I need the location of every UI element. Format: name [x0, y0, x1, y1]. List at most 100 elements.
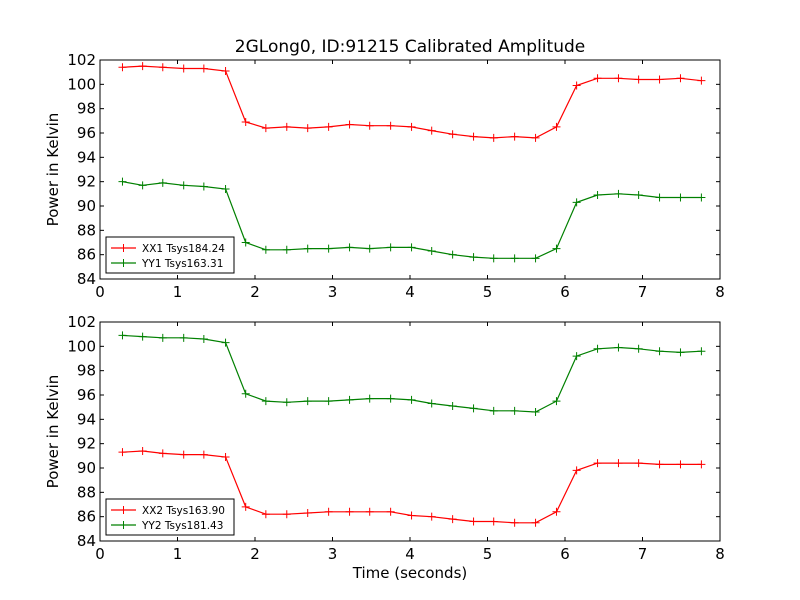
top-series-1-point: [634, 75, 643, 84]
top-series-1-point: [282, 122, 291, 131]
bottom-series-1-point: [138, 446, 147, 455]
top-series-2-point: [158, 178, 167, 187]
top-legend-marker-2: [119, 259, 128, 267]
bottom-series-2-point: [261, 397, 270, 406]
top-series-2-point: [697, 193, 706, 202]
top-x-tick-label: 2: [250, 283, 260, 301]
top-series-1-point: [531, 133, 540, 142]
bottom-series-2-point: [303, 397, 312, 406]
bottom-series-1-point: [614, 459, 623, 468]
top-series-1-point: [179, 64, 188, 73]
top-y-tick-label: 84: [77, 270, 96, 288]
top-series-1-point: [199, 64, 208, 73]
top-y-tick-label: 100: [67, 75, 96, 93]
bottom-series-1-point: [345, 507, 354, 516]
bottom-series-2-point: [221, 338, 230, 347]
bottom-x-tick-label: 5: [483, 545, 493, 563]
bottom-x-tick-label: 3: [328, 545, 338, 563]
top-series-2-point: [282, 245, 291, 254]
bottom-series-1-point: [199, 450, 208, 459]
bottom-series-1-point: [407, 511, 416, 520]
bottom-legend-marker-2: [119, 521, 128, 529]
bottom-series-2-point: [118, 331, 127, 340]
bottom-legend-marker-1: [119, 506, 128, 514]
top-series-2-point: [386, 243, 395, 252]
bottom-series-1-point: [158, 449, 167, 458]
bottom-y-tick-label: 98: [77, 362, 96, 380]
top-series-2-point: [118, 177, 127, 186]
top-series-2-point: [676, 193, 685, 202]
top-series-1-point: [676, 74, 685, 83]
top-series-1-point: [572, 81, 581, 90]
bottom-y-tick-label: 88: [77, 483, 96, 501]
top-series-2-point: [634, 191, 643, 200]
top-x-tick-label: 0: [95, 283, 105, 301]
top-series-2-point: [469, 253, 478, 262]
bottom-series-2-point: [345, 395, 354, 404]
bottom-series-1-point: [221, 453, 230, 462]
top-legend-label-2: YY1 Tsys163.31: [141, 258, 223, 270]
bottom-legend-label-1: XX2 Tsys163.90: [142, 505, 225, 517]
top-series-2-point: [261, 245, 270, 254]
top-series-1-point: [469, 132, 478, 141]
bottom-series-1-point: [282, 510, 291, 519]
bottom-series-2-point: [448, 401, 457, 410]
top-series-2-point: [531, 254, 540, 263]
top-series-2-point: [614, 189, 623, 198]
top-x-tick-label: 1: [173, 283, 183, 301]
top-legend-label-1: XX1 Tsys184.24: [142, 243, 225, 255]
bottom-series-2-point: [634, 344, 643, 353]
bottom-y-tick-label: 90: [77, 459, 96, 477]
bottom-series-1-point: [179, 450, 188, 459]
bottom-series-1-point: [552, 507, 561, 516]
top-series-1-point: [365, 121, 374, 130]
top-series-2-point: [199, 182, 208, 191]
top-x-tick-label: 4: [405, 283, 415, 301]
top-y-tick-label: 98: [77, 100, 96, 118]
top-series-2-point: [572, 198, 581, 207]
bottom-y-tick-label: 100: [67, 337, 96, 355]
bottom-series-1-point: [448, 515, 457, 524]
bottom-series-2-point: [531, 408, 540, 417]
bottom-series-2-point: [158, 333, 167, 342]
bottom-series-2-point: [552, 397, 561, 406]
bottom-series-1-point: [469, 517, 478, 526]
top-series-1-point: [489, 133, 498, 142]
bottom-series-2-point: [241, 389, 250, 398]
top-series-2-point: [221, 184, 230, 193]
bottom-x-tick-label: 8: [715, 545, 725, 563]
bottom-series-2-point: [489, 406, 498, 415]
bottom-series-1-point: [655, 460, 664, 469]
bottom-series-2-point: [614, 343, 623, 352]
bottom-series-1-point: [531, 518, 540, 527]
top-series-1-point: [158, 63, 167, 72]
bottom-series-2-point: [179, 333, 188, 342]
top-series-1-point: [697, 76, 706, 85]
top-series-1-point: [261, 124, 270, 133]
bottom-series-2-point: [572, 352, 581, 361]
top-series-2-point: [427, 247, 436, 256]
top-series-2-point: [179, 181, 188, 190]
bottom-x-tick-label: 6: [560, 545, 570, 563]
top-series-2-point: [365, 244, 374, 253]
top-plot-frame: [99, 59, 721, 280]
bottom-series-1-point: [593, 459, 602, 468]
top-y-axis-label: Power in Kelvin: [44, 113, 62, 227]
bottom-plot-frame: [99, 321, 721, 542]
bottom-series-2-point: [469, 404, 478, 413]
top-series-1-point: [241, 118, 250, 127]
bottom-x-tick-label: 4: [405, 545, 415, 563]
bottom-series-2-point: [593, 344, 602, 353]
top-series-1-point: [593, 74, 602, 83]
top-series-2-point: [552, 244, 561, 253]
bottom-series-2-point: [676, 348, 685, 357]
bottom-y-tick-label: 86: [77, 508, 96, 526]
bottom-series-1-point: [324, 507, 333, 516]
bottom-panel: 84 86 88 90 92 94 96 98 100 102 0 1 2 3 4 5 6 7 8 Power in …: [44, 313, 725, 563]
top-x-tick-label: 5: [483, 283, 493, 301]
bottom-legend: [105, 498, 235, 536]
top-series-2-point: [324, 244, 333, 253]
top-y-tick-label: 86: [77, 246, 96, 264]
top-series-2-point: [510, 254, 519, 263]
